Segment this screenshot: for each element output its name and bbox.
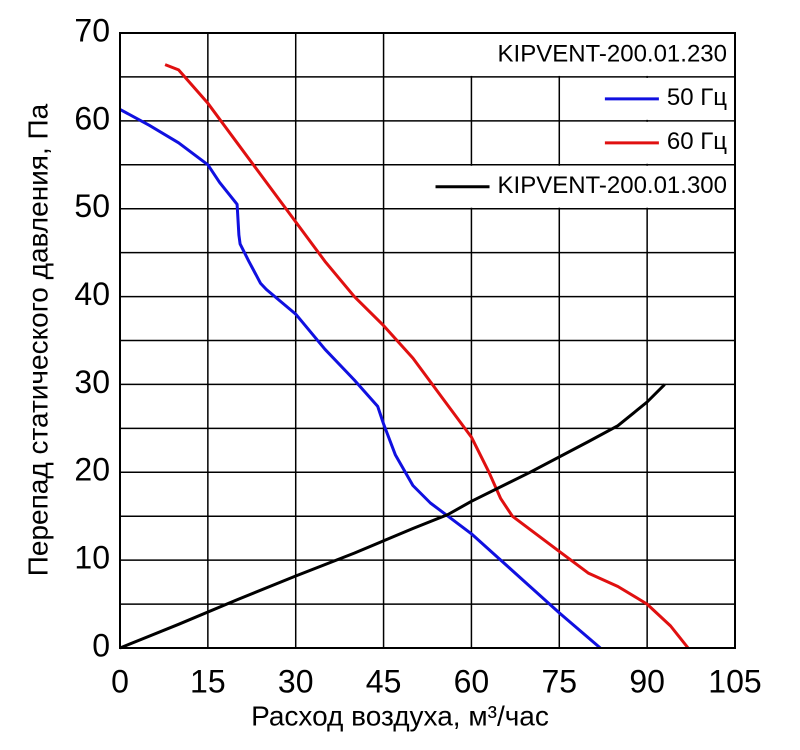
legend-label: KIPVENT-200.01.300	[498, 172, 727, 199]
y-tick-label: 50	[74, 188, 110, 224]
y-axis-label: Перепад статического давления, Па	[22, 103, 53, 576]
x-tick-label: 75	[541, 663, 577, 699]
y-tick-label: 30	[74, 364, 110, 400]
y-tick-label: 10	[74, 540, 110, 576]
x-tick-label: 45	[366, 663, 402, 699]
legend-label: 50 Гц	[667, 84, 727, 111]
legend-background	[445, 34, 734, 76]
y-tick-label: 20	[74, 452, 110, 488]
x-tick-label: 30	[278, 663, 314, 699]
x-tick-label: 0	[111, 663, 129, 699]
x-tick-label: 15	[190, 663, 226, 699]
x-tick-label: 105	[708, 663, 761, 699]
y-tick-label: 40	[74, 276, 110, 312]
legend-title: KIPVENT-200.01.230	[498, 40, 727, 67]
legend-label: 60 Гц	[667, 128, 727, 155]
plot-frame	[119, 32, 736, 649]
x-tick-label: 90	[629, 663, 665, 699]
y-tick-label: 60	[74, 100, 110, 136]
series-line	[119, 383, 666, 650]
series-line	[164, 63, 690, 649]
x-tick-label: 60	[454, 663, 490, 699]
series-line	[119, 108, 602, 650]
x-axis-label: Расход воздуха, м³/час	[251, 700, 549, 731]
y-tick-label: 70	[74, 12, 110, 48]
y-tick-label: 0	[92, 627, 110, 663]
